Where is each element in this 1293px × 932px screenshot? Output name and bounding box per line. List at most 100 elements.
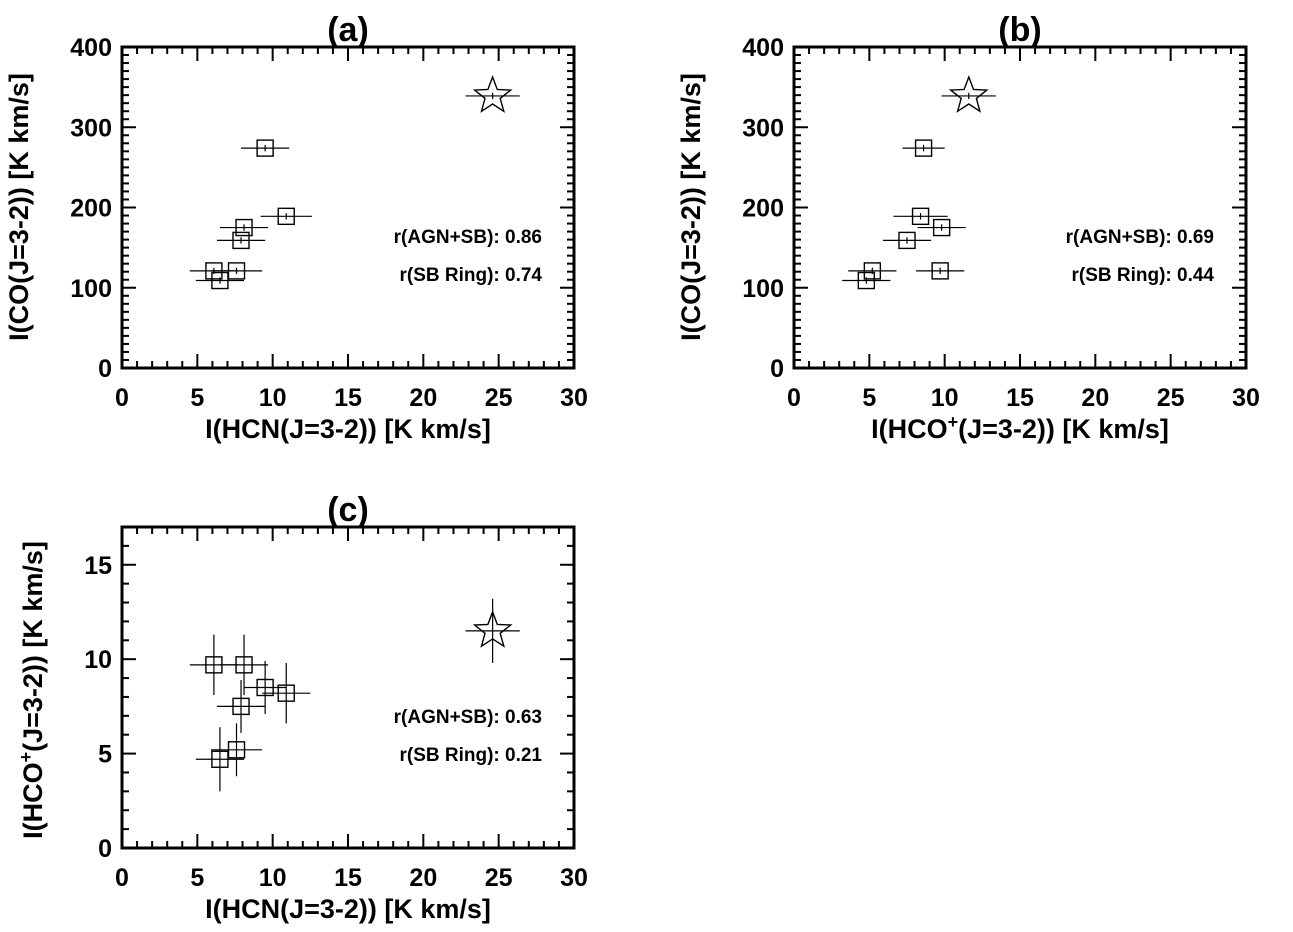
y-tick-label: 100 — [742, 275, 784, 303]
square-point — [848, 262, 897, 280]
x-tick-label: 5 — [190, 384, 204, 412]
square-marker — [256, 139, 274, 157]
y-tick-label: 300 — [70, 114, 112, 142]
y-tick-label: 10 — [84, 646, 112, 674]
square-marker — [227, 262, 246, 280]
square-point — [210, 262, 263, 280]
y-tick-label: 5 — [98, 741, 112, 769]
x-tick-label: 0 — [115, 384, 129, 412]
square-marker — [277, 684, 295, 702]
square-point — [842, 271, 891, 290]
square-marker — [931, 262, 949, 280]
square-point — [195, 727, 245, 792]
y-tick-label: 100 — [70, 275, 112, 303]
square-marker — [235, 656, 253, 674]
square-point — [260, 207, 312, 226]
x-tick-label: 5 — [862, 384, 876, 412]
square-marker — [227, 741, 246, 759]
correlation-annotation: r(AGN+SB): 0.86 — [394, 227, 542, 248]
star-marker — [948, 75, 989, 113]
x-tick-label: 30 — [560, 864, 588, 892]
y-tick-label: 15 — [84, 552, 112, 580]
panel-a: (a)0 5 10 15 20 25 300100200300400I(HCN(J=3-2)… — [4, 11, 588, 444]
plot-frame — [792, 45, 1248, 370]
x-tick-label: 20 — [409, 384, 437, 412]
square-marker — [211, 750, 229, 768]
square-marker — [256, 678, 274, 697]
panel-title: (b) — [998, 11, 1041, 49]
y-tick-label: 0 — [98, 835, 112, 863]
x-tick-label: 15 — [334, 864, 362, 892]
square-marker — [932, 218, 951, 237]
square-point — [916, 262, 965, 280]
y-tick-label: 0 — [98, 355, 112, 383]
y-tick-label: 400 — [742, 34, 784, 62]
y-axis-label: I(CO(J=3-2)) [K km/s] — [4, 73, 34, 341]
square-point — [216, 231, 266, 250]
square-point — [216, 679, 266, 733]
y-tick-label: 400 — [70, 34, 112, 62]
square-point — [893, 207, 948, 226]
x-tick-label: 20 — [409, 864, 437, 892]
x-axis-label: I(HCN(J=3-2)) [K km/s] — [205, 414, 491, 444]
panel-title: (a) — [327, 11, 369, 49]
star-marker — [472, 609, 513, 648]
square-marker — [232, 231, 250, 250]
square-marker — [863, 262, 882, 280]
plot-frame — [120, 45, 576, 370]
square-point — [262, 662, 311, 724]
star-point — [941, 75, 996, 113]
star-marker — [472, 75, 513, 113]
square-point — [219, 218, 269, 237]
y-tick-label: 200 — [70, 195, 112, 223]
square-point — [219, 634, 269, 696]
y-tick-label: 0 — [770, 355, 784, 383]
panel-b: (b)0 5 10 15 20 25 300100200300400I(HCO+(J=3-2… — [676, 11, 1260, 444]
x-axis-label: I(HCN(J=3-2)) [K km/s] — [205, 894, 491, 924]
correlation-annotation: r(SB Ring): 0.21 — [399, 745, 542, 766]
square-point — [195, 271, 245, 290]
x-tick-label: 0 — [787, 384, 801, 412]
x-tick-label: 25 — [485, 864, 513, 892]
square-marker — [857, 271, 876, 290]
correlation-annotation: r(SB Ring): 0.44 — [1071, 265, 1214, 286]
square-marker — [232, 697, 250, 716]
square-point — [882, 231, 932, 250]
square-point — [210, 723, 263, 777]
star-point — [465, 75, 520, 113]
square-point — [241, 139, 290, 157]
plot-frame — [120, 525, 576, 850]
x-tick-label: 30 — [560, 384, 588, 412]
x-tick-label: 10 — [259, 864, 287, 892]
y-tick-label: 300 — [742, 114, 784, 142]
correlation-annotation: r(AGN+SB): 0.69 — [1066, 227, 1214, 248]
x-tick-label: 20 — [1081, 384, 1109, 412]
y-axis-label: I(HCO+(J=3-2)) [K km/s] — [16, 541, 48, 839]
square-marker — [277, 207, 295, 226]
star-point — [465, 598, 520, 663]
square-marker — [911, 207, 930, 226]
x-tick-label: 15 — [1006, 384, 1034, 412]
y-axis-label: I(CO(J=3-2)) [K km/s] — [676, 73, 706, 341]
x-tick-label: 30 — [1232, 384, 1260, 412]
x-tick-label: 5 — [190, 864, 204, 892]
correlation-annotation: r(AGN+SB): 0.63 — [394, 707, 542, 728]
square-point — [917, 218, 966, 237]
square-marker — [898, 231, 916, 250]
x-tick-label: 15 — [334, 384, 362, 412]
x-tick-label: 10 — [931, 384, 959, 412]
panel-title: (c) — [327, 491, 369, 529]
x-tick-label: 10 — [259, 384, 287, 412]
x-tick-label: 25 — [485, 384, 513, 412]
y-tick-label: 200 — [742, 195, 784, 223]
correlation-annotation: r(SB Ring): 0.74 — [399, 265, 542, 286]
square-point — [902, 139, 945, 157]
x-tick-label: 25 — [1157, 384, 1185, 412]
square-marker — [235, 218, 253, 237]
square-marker — [211, 271, 229, 290]
x-tick-label: 0 — [115, 864, 129, 892]
square-marker — [914, 139, 933, 157]
x-axis-label: I(HCO+(J=3-2)) [K km/s] — [871, 412, 1169, 444]
